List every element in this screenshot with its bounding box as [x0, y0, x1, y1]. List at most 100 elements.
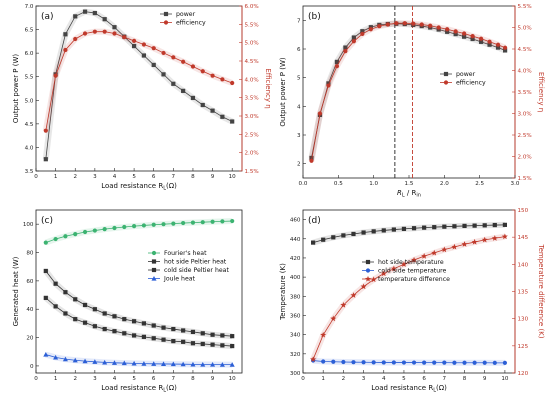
- data-point: [122, 317, 127, 322]
- data-point: [43, 240, 48, 245]
- data-point: [220, 77, 225, 82]
- y2-tick-label: 135: [518, 290, 529, 296]
- data-point: [151, 323, 156, 328]
- y-tick-label: 4: [297, 104, 301, 110]
- y2-axis-label: Efficiency η: [264, 68, 272, 108]
- data-point: [82, 31, 88, 36]
- chart-panel-d: 0 1 2 3 4 5 6 7 8 9 10 300 320 340 360 380 400 420 440 460 1…: [279, 208, 545, 394]
- data-point: [411, 360, 417, 365]
- data-point: [210, 361, 216, 367]
- data-point: [210, 73, 215, 78]
- data-point: [230, 334, 235, 339]
- data-point: [73, 317, 78, 322]
- x-axis-label-part: R: [397, 189, 402, 197]
- series-line: [45, 31, 233, 131]
- y-axis-label: Output power P (W): [12, 54, 20, 124]
- series-line: [311, 23, 506, 159]
- data-point: [482, 223, 487, 228]
- x-axis-label: RL / Rin: [397, 189, 421, 199]
- data-point: [492, 360, 497, 365]
- data-point: [131, 360, 137, 366]
- data-point: [112, 31, 117, 36]
- data-point: [210, 342, 215, 347]
- x-axis-label-part: Load resistance R: [101, 384, 163, 392]
- data-point: [452, 360, 457, 365]
- x-tick-label: 4: [382, 376, 386, 382]
- y2-tick-label: 4.0%: [245, 77, 259, 83]
- data-point: [161, 222, 166, 227]
- x-tick-label: 3: [93, 174, 97, 180]
- x-tick-label: 1: [54, 174, 58, 180]
- y2-tick-label: 4.5%: [245, 59, 259, 65]
- data-point: [43, 268, 48, 274]
- data-point: [482, 360, 487, 365]
- data-point: [111, 360, 117, 365]
- data-point: [151, 336, 156, 341]
- y-tick-label: 340: [290, 333, 301, 339]
- x-tick-label: 9: [211, 376, 215, 382]
- panel-label: (d): [308, 216, 321, 226]
- y2-tick-label: 4.0%: [518, 69, 532, 75]
- data-point: [151, 361, 157, 366]
- y2-tick-label: 3.5%: [518, 90, 532, 96]
- y-tick-label: 0: [30, 364, 34, 370]
- data-point: [230, 218, 235, 224]
- data-point: [422, 360, 427, 365]
- data-point: [503, 48, 508, 53]
- data-point: [112, 225, 117, 231]
- data-point: [63, 234, 68, 239]
- series-efficiency: [308, 20, 508, 163]
- y2-tick-label: 145: [518, 235, 529, 241]
- data-point: [151, 62, 156, 68]
- data-point: [171, 81, 176, 86]
- legend-marker: [443, 71, 449, 77]
- x-axis-label-unit: / R: [405, 189, 417, 197]
- x-tick-label: 8: [191, 376, 195, 382]
- legend-label: Joule heat: [163, 276, 196, 283]
- x-axis-label-sub: L: [433, 388, 436, 394]
- data-point: [53, 304, 58, 309]
- legend-label: hot side Peltier heat: [164, 259, 227, 266]
- data-point: [73, 14, 78, 19]
- data-point: [171, 326, 176, 332]
- data-point: [331, 359, 336, 364]
- data-point: [82, 229, 88, 235]
- data-point: [141, 361, 147, 366]
- data-point: [73, 36, 78, 42]
- data-point: [340, 301, 347, 308]
- legend-entry: temperature difference: [362, 275, 450, 283]
- legend-marker: [163, 11, 169, 17]
- data-point: [82, 358, 88, 364]
- data-point: [43, 157, 48, 162]
- x-axis-label-sub2: in: [416, 193, 421, 199]
- y-axis-label: Temperature (K): [279, 263, 287, 321]
- y2-tick-label: 2.5%: [245, 132, 259, 138]
- x-tick-label: 6: [152, 376, 156, 382]
- series-fourier-s-heat: [43, 218, 235, 246]
- data-point: [210, 108, 215, 113]
- data-point: [471, 238, 478, 245]
- x-tick-label: 3.0: [511, 181, 520, 187]
- x-tick-label: 7: [172, 376, 176, 382]
- x-tick-label: 9: [483, 376, 487, 382]
- data-point: [343, 49, 348, 54]
- data-point: [230, 343, 235, 349]
- series-line: [45, 270, 233, 337]
- legend-marker: [365, 275, 371, 282]
- data-point: [478, 36, 484, 41]
- data-point: [419, 22, 424, 27]
- x-tick-label: 4: [113, 174, 117, 180]
- data-point: [452, 224, 457, 229]
- series-power: [308, 20, 508, 161]
- x-tick-label: 0: [34, 376, 38, 382]
- x-axis-label-part: Load resistance R: [371, 384, 433, 392]
- x-tick-label: 1: [54, 376, 58, 382]
- x-tick-label: 0: [301, 376, 305, 382]
- y2-tick-label: 3.5%: [245, 96, 259, 102]
- data-point: [63, 290, 68, 295]
- data-point: [503, 45, 508, 50]
- data-point: [351, 39, 356, 44]
- data-point: [436, 25, 441, 30]
- y2-tick-label: 6.0%: [245, 4, 259, 10]
- legend-label: power: [456, 71, 476, 78]
